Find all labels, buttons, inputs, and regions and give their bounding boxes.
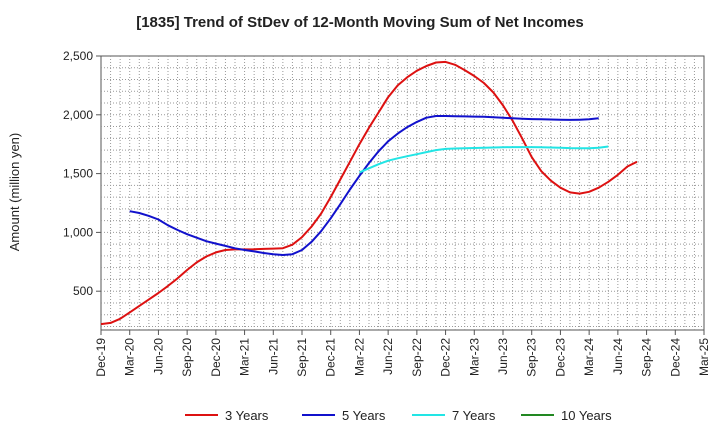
x-tick-label: Mar-20 xyxy=(123,338,137,376)
x-tick-label: Dec-22 xyxy=(439,338,453,377)
x-axis: Dec-19 Mar-20 Jun-20 Sep-20 Dec-20 Mar-21 Jun-… xyxy=(94,330,711,377)
x-tick-label: Dec-24 xyxy=(668,338,682,377)
x-tick-label: Dec-23 xyxy=(553,338,567,377)
y-tick-label: 500 xyxy=(73,284,93,298)
x-tick-label: Jun-24 xyxy=(611,338,625,375)
gridlines xyxy=(101,56,704,330)
y-tick-label: 2,500 xyxy=(63,49,93,63)
x-tick-label: Jun-23 xyxy=(496,338,510,375)
y-tick-label: 1,500 xyxy=(63,167,93,181)
x-tick-label: Sep-23 xyxy=(525,338,539,377)
x-tick-label: Mar-22 xyxy=(352,338,366,376)
x-tick-label: Mar-25 xyxy=(697,338,711,376)
plot-area xyxy=(100,55,705,331)
x-tick-label: Jun-22 xyxy=(381,338,395,375)
y-axis: 500 1,000 1,500 2,000 2,500 xyxy=(63,49,101,298)
x-tick-label: Dec-19 xyxy=(94,338,108,377)
x-tick-label: Jun-21 xyxy=(266,338,280,375)
chart-title: [1835] Trend of StDev of 12-Month Moving… xyxy=(136,14,584,31)
x-tick-label: Dec-20 xyxy=(209,338,223,377)
x-tick-label: Sep-20 xyxy=(180,338,194,377)
x-tick-label: Mar-24 xyxy=(582,338,596,376)
y-axis-label: Amount (million yen) xyxy=(7,133,22,252)
x-tick-label: Jun-20 xyxy=(151,338,165,375)
x-tick-label: Sep-21 xyxy=(295,338,309,377)
x-tick-label: Mar-23 xyxy=(467,338,481,376)
legend-label: 10 Years xyxy=(561,408,612,423)
y-tick-label: 2,000 xyxy=(63,108,93,122)
y-tick-label: 1,000 xyxy=(63,225,93,239)
legend-label: 7 Years xyxy=(452,408,496,423)
x-tick-label: Mar-21 xyxy=(238,338,252,376)
x-tick-label: Dec-21 xyxy=(324,338,338,377)
x-tick-label: Sep-22 xyxy=(410,338,424,377)
legend-label: 3 Years xyxy=(225,408,269,423)
legend-label: 5 Years xyxy=(342,408,386,423)
x-tick-label: Sep-24 xyxy=(640,338,654,377)
legend: 3 Years 5 Years 7 Years 10 Years xyxy=(185,408,612,423)
series-lines xyxy=(100,60,638,326)
series-line-3-years xyxy=(100,60,638,326)
series-line-7-years xyxy=(359,145,609,174)
